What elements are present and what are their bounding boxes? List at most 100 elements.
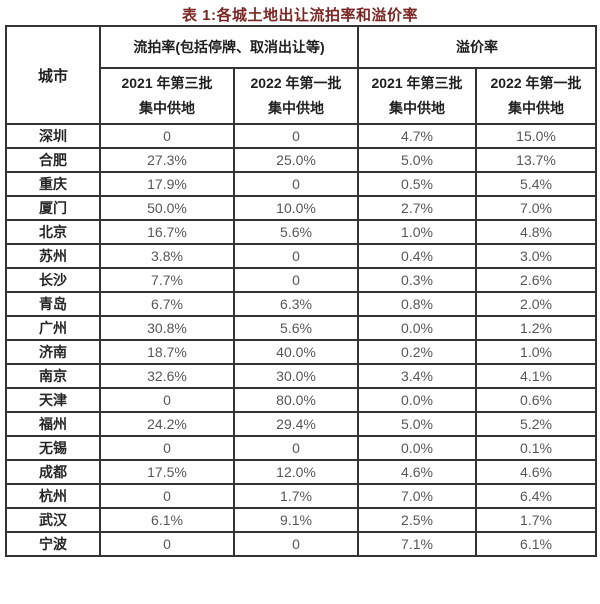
value-cell: 5.0% [357, 411, 478, 437]
table-body: 深圳 0 0 4.7% 15.0% 合肥 27.3% 25.0% 5.0% 13.7% 重庆 17.9… [5, 123, 598, 557]
table-row: 重庆 17.9% 0 0.5% 5.4% [5, 171, 598, 197]
table-row: 北京 16.7% 5.6% 1.0% 4.8% [5, 219, 598, 245]
value-cell: 7.7% [99, 267, 235, 293]
value-cell: 0 [232, 171, 360, 197]
city-name-cell: 厦门 [5, 195, 101, 221]
value-cell: 4.8% [475, 219, 598, 245]
city-name-cell: 成都 [5, 459, 101, 485]
value-cell: 1.2% [475, 315, 598, 341]
value-cell: 16.7% [99, 219, 235, 245]
value-cell: 9.1% [232, 507, 360, 533]
header-failure-2022-batch1: 2022 年第一批 集中供地 [232, 67, 360, 125]
value-cell: 6.1% [99, 507, 235, 533]
header-failure-2021-batch3: 2021 年第三批 集中供地 [99, 67, 235, 125]
value-cell: 6.1% [475, 531, 598, 557]
header-premium-2021-batch3: 2021 年第三批 集中供地 [357, 67, 478, 125]
value-cell: 5.2% [475, 411, 598, 437]
city-name-cell: 合肥 [5, 147, 101, 173]
table-row: 成都 17.5% 12.0% 4.6% 4.6% [5, 459, 598, 485]
value-cell: 5.6% [232, 219, 360, 245]
value-cell: 4.6% [475, 459, 598, 485]
city-name-cell: 武汉 [5, 507, 101, 533]
value-cell: 0.0% [357, 435, 478, 461]
value-cell: 12.0% [232, 459, 360, 485]
city-name-cell: 苏州 [5, 243, 101, 269]
value-cell: 0 [99, 435, 235, 461]
value-cell: 15.0% [475, 123, 598, 149]
value-cell: 2.0% [475, 291, 598, 317]
land-auction-table: 城市 流拍率(包括停牌、取消出让等) 溢价率 2021 年第三批 集中供地 20… [5, 25, 598, 557]
value-cell: 0 [232, 531, 360, 557]
value-cell: 3.8% [99, 243, 235, 269]
value-cell: 10.0% [232, 195, 360, 221]
value-cell: 30.0% [232, 363, 360, 389]
value-cell: 0 [99, 483, 235, 509]
table-row: 武汉 6.1% 9.1% 2.5% 1.7% [5, 507, 598, 533]
value-cell: 6.4% [475, 483, 598, 509]
value-cell: 80.0% [232, 387, 360, 413]
value-cell: 0 [99, 531, 235, 557]
value-cell: 1.7% [232, 483, 360, 509]
table-title: 表 1:各城土地出让流拍率和溢价率 [181, 7, 418, 24]
city-name-cell: 深圳 [5, 123, 101, 149]
value-cell: 0.6% [475, 387, 598, 413]
value-cell: 40.0% [232, 339, 360, 365]
value-cell: 6.3% [232, 291, 360, 317]
header-line1: 2022 年第一批 [250, 75, 342, 91]
value-cell: 17.5% [99, 459, 235, 485]
table-row: 青岛 6.7% 6.3% 0.8% 2.0% [5, 291, 598, 317]
table-row: 苏州 3.8% 0 0.4% 3.0% [5, 243, 598, 269]
value-cell: 0.0% [357, 387, 478, 413]
table-row: 无锡 0 0 0.0% 0.1% [5, 435, 598, 461]
value-cell: 13.7% [475, 147, 598, 173]
city-name-cell: 重庆 [5, 171, 101, 197]
value-cell: 0 [232, 123, 360, 149]
value-cell: 1.0% [475, 339, 598, 365]
value-cell: 4.6% [357, 459, 478, 485]
city-name-cell: 青岛 [5, 291, 101, 317]
value-cell: 0 [99, 123, 235, 149]
value-cell: 30.8% [99, 315, 235, 341]
value-cell: 7.0% [357, 483, 478, 509]
value-cell: 0.4% [357, 243, 478, 269]
value-cell: 7.1% [357, 531, 478, 557]
table-row: 厦门 50.0% 10.0% 2.7% 7.0% [5, 195, 598, 221]
value-cell: 0.3% [357, 267, 478, 293]
header-premium-2022-batch1: 2022 年第一批 集中供地 [475, 67, 598, 125]
city-name-cell: 广州 [5, 315, 101, 341]
value-cell: 2.7% [357, 195, 478, 221]
table-row: 济南 18.7% 40.0% 0.2% 1.0% [5, 339, 598, 365]
city-name-cell: 宁波 [5, 531, 101, 557]
city-name-cell: 福州 [5, 411, 101, 437]
city-name-cell: 济南 [5, 339, 101, 365]
header-city: 城市 [5, 25, 101, 125]
value-cell: 0 [232, 435, 360, 461]
header-line1: 2021 年第三批 [121, 75, 213, 91]
header-row-batches: 2021 年第三批 集中供地 2022 年第一批 集中供地 2021 年第三批 … [6, 67, 598, 125]
value-cell: 0.1% [475, 435, 598, 461]
value-cell: 0.8% [357, 291, 478, 317]
value-cell: 4.7% [357, 123, 478, 149]
value-cell: 5.4% [475, 171, 598, 197]
value-cell: 3.4% [357, 363, 478, 389]
header-group-premium-rate: 溢价率 [357, 25, 598, 69]
header-line2: 集中供地 [268, 100, 324, 116]
city-name-cell: 南京 [5, 363, 101, 389]
value-cell: 1.7% [475, 507, 598, 533]
city-name-cell: 无锡 [5, 435, 101, 461]
value-cell: 5.0% [357, 147, 478, 173]
value-cell: 7.0% [475, 195, 598, 221]
table-row: 长沙 7.7% 0 0.3% 2.6% [5, 267, 598, 293]
value-cell: 6.7% [99, 291, 235, 317]
city-name-cell: 北京 [5, 219, 101, 245]
value-cell: 0.0% [357, 315, 478, 341]
value-cell: 18.7% [99, 339, 235, 365]
header-line2: 集中供地 [508, 100, 565, 116]
value-cell: 4.1% [475, 363, 598, 389]
table-row: 天津 0 80.0% 0.0% 0.6% [5, 387, 598, 413]
value-cell: 29.4% [232, 411, 360, 437]
table-row: 合肥 27.3% 25.0% 5.0% 13.7% [5, 147, 598, 173]
value-cell: 1.0% [357, 219, 478, 245]
table-row: 广州 30.8% 5.6% 0.0% 1.2% [5, 315, 598, 341]
value-cell: 0 [232, 243, 360, 269]
